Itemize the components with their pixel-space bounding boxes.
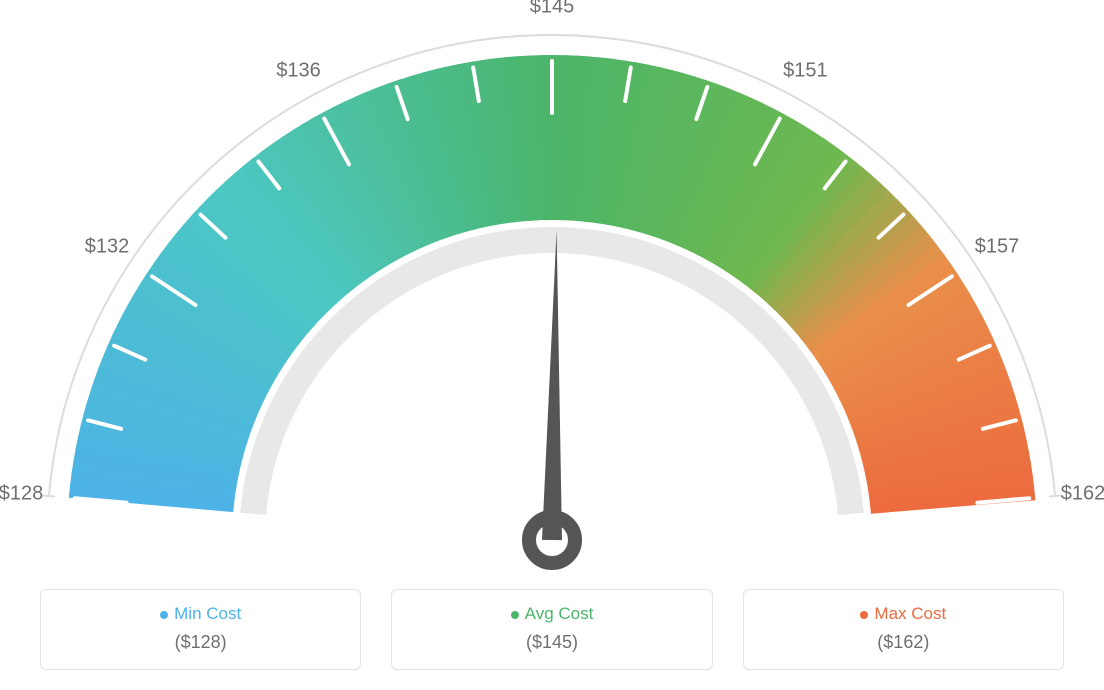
legend-value-max: ($162) [762, 632, 1045, 653]
gauge-svg [0, 0, 1104, 570]
legend-title-avg: Avg Cost [410, 604, 693, 624]
legend-title-max: Max Cost [762, 604, 1045, 624]
dot-icon [860, 611, 868, 619]
dot-icon [160, 611, 168, 619]
legend-value-min: ($128) [59, 632, 342, 653]
legend-label-max: Max Cost [874, 604, 946, 623]
legend-card-avg: Avg Cost ($145) [391, 589, 712, 670]
legend-row: Min Cost ($128) Avg Cost ($145) Max Cost… [0, 589, 1104, 670]
gauge-tick-label: $151 [783, 60, 828, 83]
legend-value-avg: ($145) [410, 632, 693, 653]
gauge-chart-container: $128 $132 $136 $145 $151 $157 $162 Min Cost ($… [0, 0, 1104, 690]
gauge-area: $128 $132 $136 $145 $151 $157 $162 [0, 0, 1104, 570]
legend-card-min: Min Cost ($128) [40, 589, 361, 670]
legend-title-min: Min Cost [59, 604, 342, 624]
gauge-tick-label: $132 [85, 235, 130, 258]
legend-label-avg: Avg Cost [525, 604, 594, 623]
gauge-tick-label: $136 [276, 60, 321, 83]
legend-label-min: Min Cost [174, 604, 241, 623]
gauge-tick-label: $157 [975, 235, 1020, 258]
gauge-tick-label: $162 [1061, 482, 1104, 505]
gauge-tick-label: $128 [0, 482, 43, 505]
gauge-tick-label: $145 [530, 0, 575, 19]
dot-icon [511, 611, 519, 619]
legend-card-max: Max Cost ($162) [743, 589, 1064, 670]
